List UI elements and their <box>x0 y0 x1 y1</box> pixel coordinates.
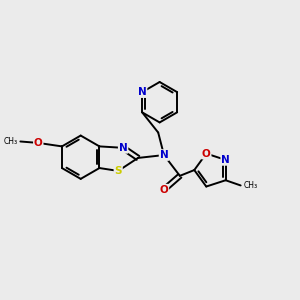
Text: N: N <box>119 143 128 153</box>
Text: S: S <box>115 166 122 176</box>
Text: O: O <box>34 138 43 148</box>
Text: O: O <box>160 185 168 195</box>
Text: N: N <box>221 155 230 165</box>
Text: O: O <box>202 148 211 159</box>
Text: N: N <box>160 150 168 160</box>
Text: CH₃: CH₃ <box>4 137 18 146</box>
Text: N: N <box>138 87 146 97</box>
Text: CH₃: CH₃ <box>244 181 258 190</box>
